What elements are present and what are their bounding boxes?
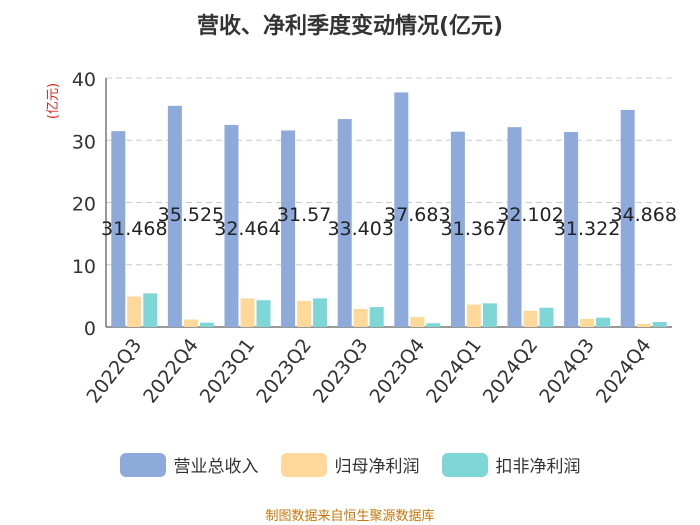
bar-2024Q4-series-0[interactable]: [620, 109, 635, 327]
data-label-revenue-2023Q3: 33.403: [327, 218, 393, 240]
legend-label-parent-net-profit: 归母净利润: [334, 457, 420, 477]
bar-2024Q1-series-1[interactable]: [466, 304, 481, 327]
legend-label-deducted-net-profit: 扣非净利润: [495, 457, 581, 477]
legend-item-parent-net-profit[interactable]: 归母净利润: [280, 452, 420, 477]
x-tick-label: 2023Q3: [309, 335, 373, 408]
data-label-revenue-2023Q2: 31.57: [277, 204, 331, 226]
legend-swatch-revenue: [119, 452, 166, 477]
bar-2023Q1-series-1[interactable]: [240, 298, 255, 327]
x-tick-label: 2022Q4: [139, 335, 203, 408]
data-label-revenue-2022Q3: 31.468: [101, 218, 167, 240]
data-label-revenue-2023Q4: 37.683: [384, 204, 450, 226]
data-label-revenue-2022Q4: 35.525: [158, 204, 224, 226]
y-tick-label: 20: [72, 194, 96, 216]
bar-2023Q2-series-1[interactable]: [297, 300, 312, 327]
legend-label-revenue: 营业总收入: [173, 457, 259, 477]
source-note: 制图数据来自恒生聚源数据库: [265, 509, 435, 524]
bar-2023Q4-series-2[interactable]: [426, 323, 441, 327]
data-label-revenue-2024Q1: 31.367: [441, 218, 507, 240]
bar-2023Q3-series-1[interactable]: [353, 308, 368, 327]
legend-swatch-parent-net-profit: [280, 452, 327, 477]
bar-2024Q3-series-0[interactable]: [564, 132, 579, 327]
bar-2023Q2-series-2[interactable]: [313, 298, 328, 327]
bar-2023Q2-series-0[interactable]: [281, 130, 296, 327]
bar-2022Q4-series-0[interactable]: [167, 105, 182, 327]
bar-2023Q3-series-2[interactable]: [369, 307, 384, 327]
legend: 营业总收入 归母净利润 扣非净利润: [0, 452, 700, 477]
bar-2023Q4-series-0[interactable]: [394, 92, 409, 327]
bar-2022Q3-series-2[interactable]: [143, 293, 158, 327]
data-label-revenue-2023Q1: 32.464: [214, 218, 280, 240]
data-labels: 31.46835.52532.46431.5733.40337.68331.36…: [101, 204, 677, 240]
bar-2022Q4-series-2[interactable]: [199, 322, 214, 327]
x-tick-label: 2023Q4: [365, 335, 429, 408]
bars: [111, 92, 667, 328]
bar-2022Q3-series-0[interactable]: [111, 131, 126, 327]
bar-2024Q1-series-0[interactable]: [450, 131, 465, 327]
bar-2024Q2-series-1[interactable]: [523, 310, 538, 327]
x-tick-label: 2023Q1: [196, 335, 260, 408]
x-tick-label: 2024Q3: [535, 335, 599, 408]
bar-2022Q3-series-1[interactable]: [127, 296, 142, 327]
y-tick-label: 10: [72, 256, 96, 278]
bar-2023Q3-series-0[interactable]: [337, 119, 352, 328]
bar-2023Q1-series-0[interactable]: [224, 124, 239, 328]
bar-2024Q3-series-1[interactable]: [580, 318, 595, 327]
y-axis-title: (亿元): [46, 83, 61, 119]
legend-swatch-deducted-net-profit: [441, 452, 488, 477]
x-tick-label: 2022Q3: [82, 335, 146, 408]
data-label-revenue-2024Q4: 34.868: [610, 204, 676, 226]
bar-2023Q1-series-2[interactable]: [256, 300, 271, 327]
bar-2024Q2-series-0[interactable]: [507, 127, 522, 328]
x-tick-label: 2023Q2: [252, 335, 316, 408]
data-label-revenue-2024Q3: 31.322: [554, 218, 620, 240]
chart-title: 营收、净利季度变动情况(亿元): [196, 14, 504, 39]
data-label-revenue-2024Q2: 32.102: [497, 204, 563, 226]
bar-2024Q4-series-2[interactable]: [652, 322, 667, 327]
x-tick-label: 2024Q4: [592, 335, 656, 408]
x-tick-label: 2024Q1: [422, 335, 486, 408]
legend-item-revenue[interactable]: 营业总收入: [119, 452, 259, 477]
bar-2022Q4-series-1[interactable]: [183, 319, 198, 327]
bar-2024Q2-series-2[interactable]: [539, 307, 554, 327]
bar-2024Q3-series-2[interactable]: [596, 317, 611, 327]
y-tick-label: 0: [84, 318, 96, 340]
bar-2023Q4-series-1[interactable]: [410, 317, 425, 327]
bar-2024Q4-series-1[interactable]: [636, 323, 651, 327]
y-tick-label: 40: [72, 69, 96, 91]
bar-2024Q1-series-2[interactable]: [482, 303, 497, 327]
y-tick-label: 30: [72, 131, 96, 153]
legend-item-deducted-net-profit[interactable]: 扣非净利润: [441, 452, 581, 477]
x-tick-label: 2024Q2: [479, 335, 543, 408]
